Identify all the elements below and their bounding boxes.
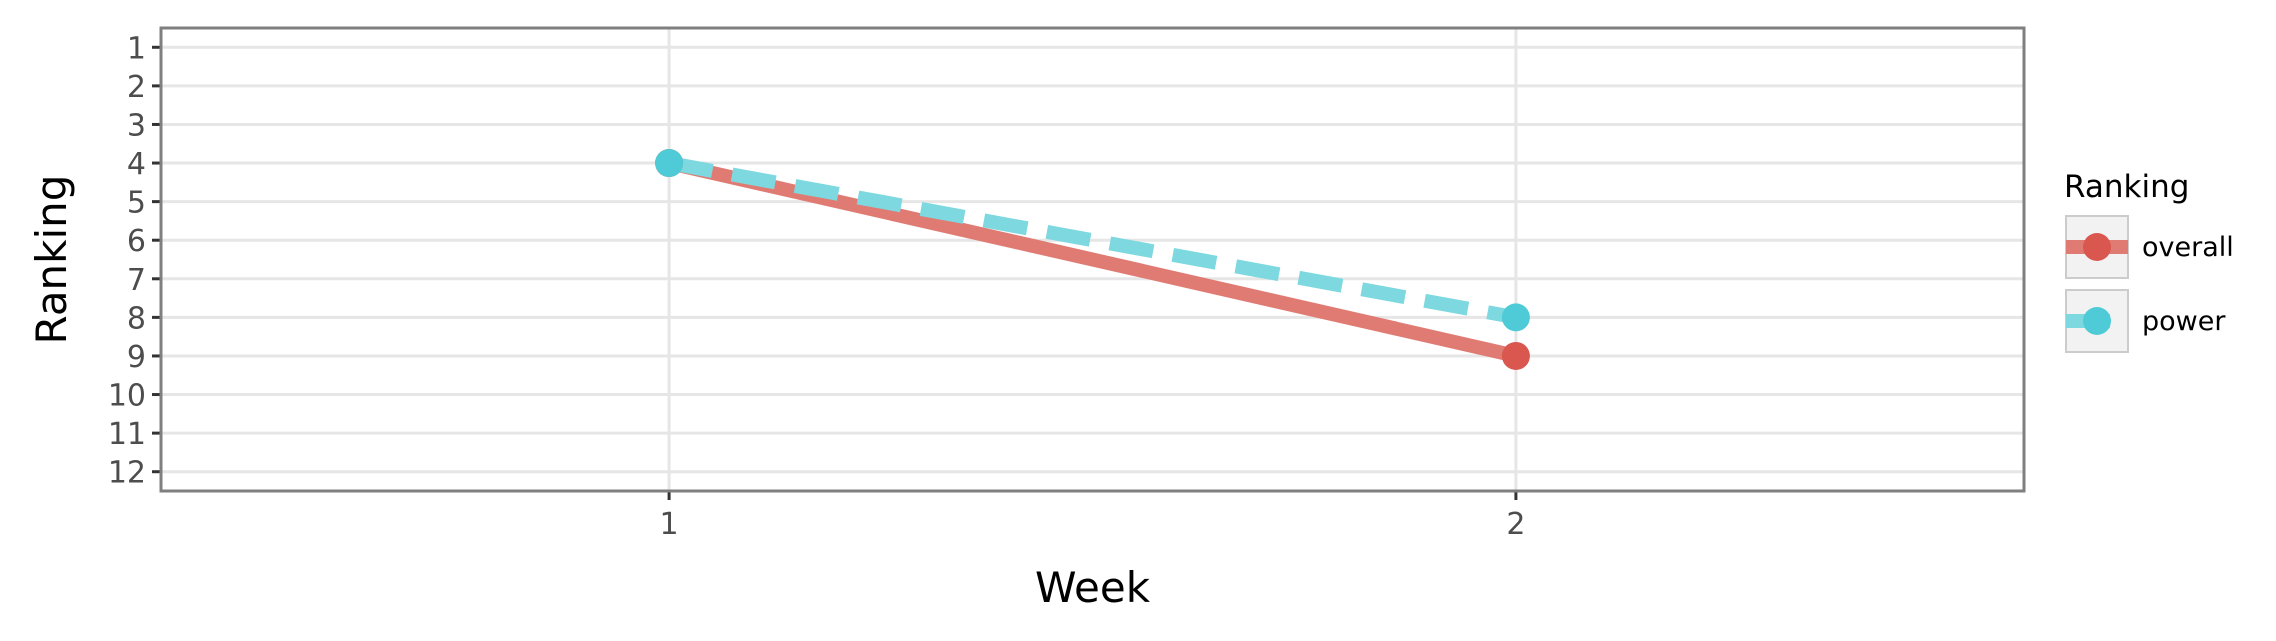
y-tick-label: 7 [127, 263, 146, 298]
series-line-power [667, 156, 1518, 325]
grid-lines [161, 28, 2024, 491]
legend-title: Ranking [2064, 169, 2189, 205]
y-tick-label: 5 [127, 186, 146, 221]
series-layer [655, 149, 1530, 370]
y-tick-label: 9 [127, 340, 146, 375]
y-tick-label: 3 [127, 108, 146, 143]
y-tick-label: 12 [108, 456, 146, 491]
y-tick-label: 8 [127, 301, 146, 336]
x-tick-label: 2 [1506, 507, 1525, 542]
x-tick-label: 1 [660, 507, 679, 542]
y-tick-label: 6 [127, 224, 146, 259]
y-tick-label: 10 [108, 379, 146, 414]
plot-panel-border [159, 26, 2026, 493]
data-point-overall [1501, 341, 1530, 370]
data-point-power [1501, 303, 1530, 332]
y-axis-title: Ranking [27, 175, 76, 345]
data-point-power [655, 149, 684, 178]
legend-label-overall: overall [2142, 232, 2234, 263]
y-tick-label: 11 [108, 417, 146, 452]
y-tick-label: 1 [127, 31, 146, 66]
legend-key-point-overall [2083, 233, 2111, 261]
legend: Ranking overall power [2064, 169, 2234, 353]
y-tick-label: 4 [127, 147, 146, 182]
y-tick-label: 2 [127, 70, 146, 105]
x-axis-title: Week [1035, 563, 1151, 612]
legend-key-point-power [2083, 307, 2111, 335]
legend-label-power: power [2142, 306, 2226, 337]
